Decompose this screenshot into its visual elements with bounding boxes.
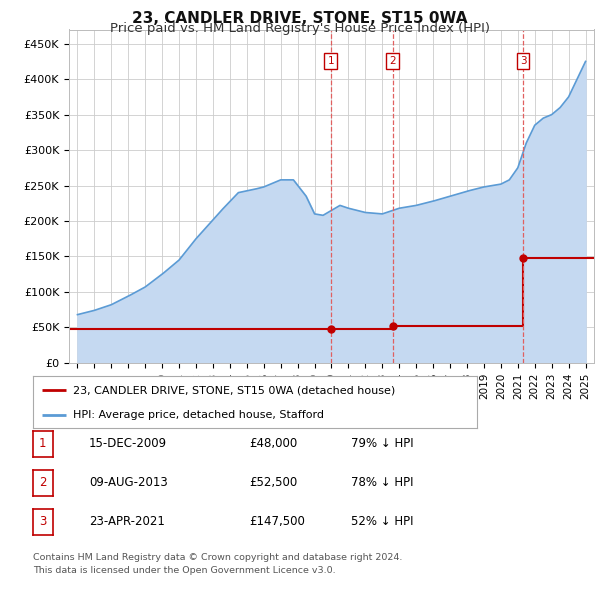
Text: 52% ↓ HPI: 52% ↓ HPI [351,515,413,528]
Text: 09-AUG-2013: 09-AUG-2013 [89,476,167,489]
Text: 15-DEC-2009: 15-DEC-2009 [89,437,167,450]
Text: 3: 3 [39,515,47,528]
Text: Contains HM Land Registry data © Crown copyright and database right 2024.
This d: Contains HM Land Registry data © Crown c… [33,553,403,575]
Text: HPI: Average price, detached house, Stafford: HPI: Average price, detached house, Staf… [73,410,324,419]
Text: £147,500: £147,500 [249,515,305,528]
Text: 2: 2 [389,56,396,66]
Text: £52,500: £52,500 [249,476,297,489]
Text: 79% ↓ HPI: 79% ↓ HPI [351,437,413,450]
Text: Price paid vs. HM Land Registry's House Price Index (HPI): Price paid vs. HM Land Registry's House … [110,22,490,35]
Text: 1: 1 [39,437,47,450]
Text: £48,000: £48,000 [249,437,297,450]
Text: 23, CANDLER DRIVE, STONE, ST15 0WA: 23, CANDLER DRIVE, STONE, ST15 0WA [132,11,468,25]
Text: 23, CANDLER DRIVE, STONE, ST15 0WA (detached house): 23, CANDLER DRIVE, STONE, ST15 0WA (deta… [73,385,395,395]
Text: 2: 2 [39,476,47,489]
Text: 23-APR-2021: 23-APR-2021 [89,515,164,528]
Text: 1: 1 [328,56,334,66]
Text: 78% ↓ HPI: 78% ↓ HPI [351,476,413,489]
Text: 3: 3 [520,56,526,66]
